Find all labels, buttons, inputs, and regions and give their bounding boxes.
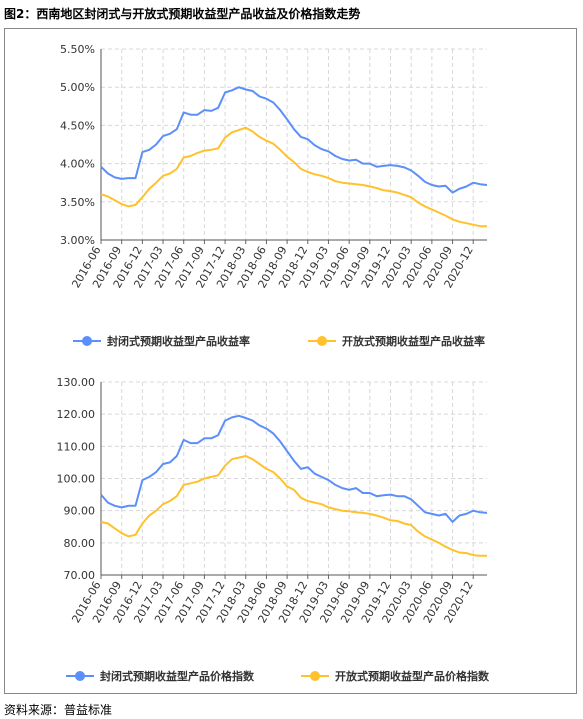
y-tick-label: 80.00 [64,537,96,550]
legend-marker [75,671,85,681]
chart-frame [4,28,577,694]
y-tick-label: 5.00% [60,81,95,94]
y-tick-label: 130.00 [57,376,96,389]
legend-marker [82,336,92,346]
y-tick-label: 5.50% [60,43,95,56]
legend-marker [317,336,327,346]
y-tick-label: 4.00% [60,158,95,171]
series-line-2 [100,126,487,228]
y-tick-label: 100.00 [57,473,96,486]
source-note: 资料来源：普益标准 [4,703,113,717]
legend-label: 封闭式预期收益型产品收益率 [107,334,250,348]
y-tick-label: 110.00 [57,440,96,453]
legend-label: 开放式预期收益型产品价格指数 [335,669,490,683]
legend-label: 开放式预期收益型产品收益率 [342,334,485,348]
y-tick-label: 120.00 [57,408,96,421]
y-tick-label: 3.50% [60,196,95,209]
legend-marker [310,671,320,681]
y-tick-label: 90.00 [64,505,96,518]
series-line-1 [100,414,488,523]
y-tick-label: 4.50% [60,119,95,132]
y-tick-label: 70.00 [64,569,96,582]
y-tick-label: 3.00% [60,234,95,247]
figure-title: 图2：西南地区封闭式与开放式预期收益型产品收益及价格指数走势 [4,7,361,21]
series-line-1 [100,86,488,194]
legend-label: 封闭式预期收益型产品价格指数 [100,669,255,683]
series-line-2 [100,455,487,557]
